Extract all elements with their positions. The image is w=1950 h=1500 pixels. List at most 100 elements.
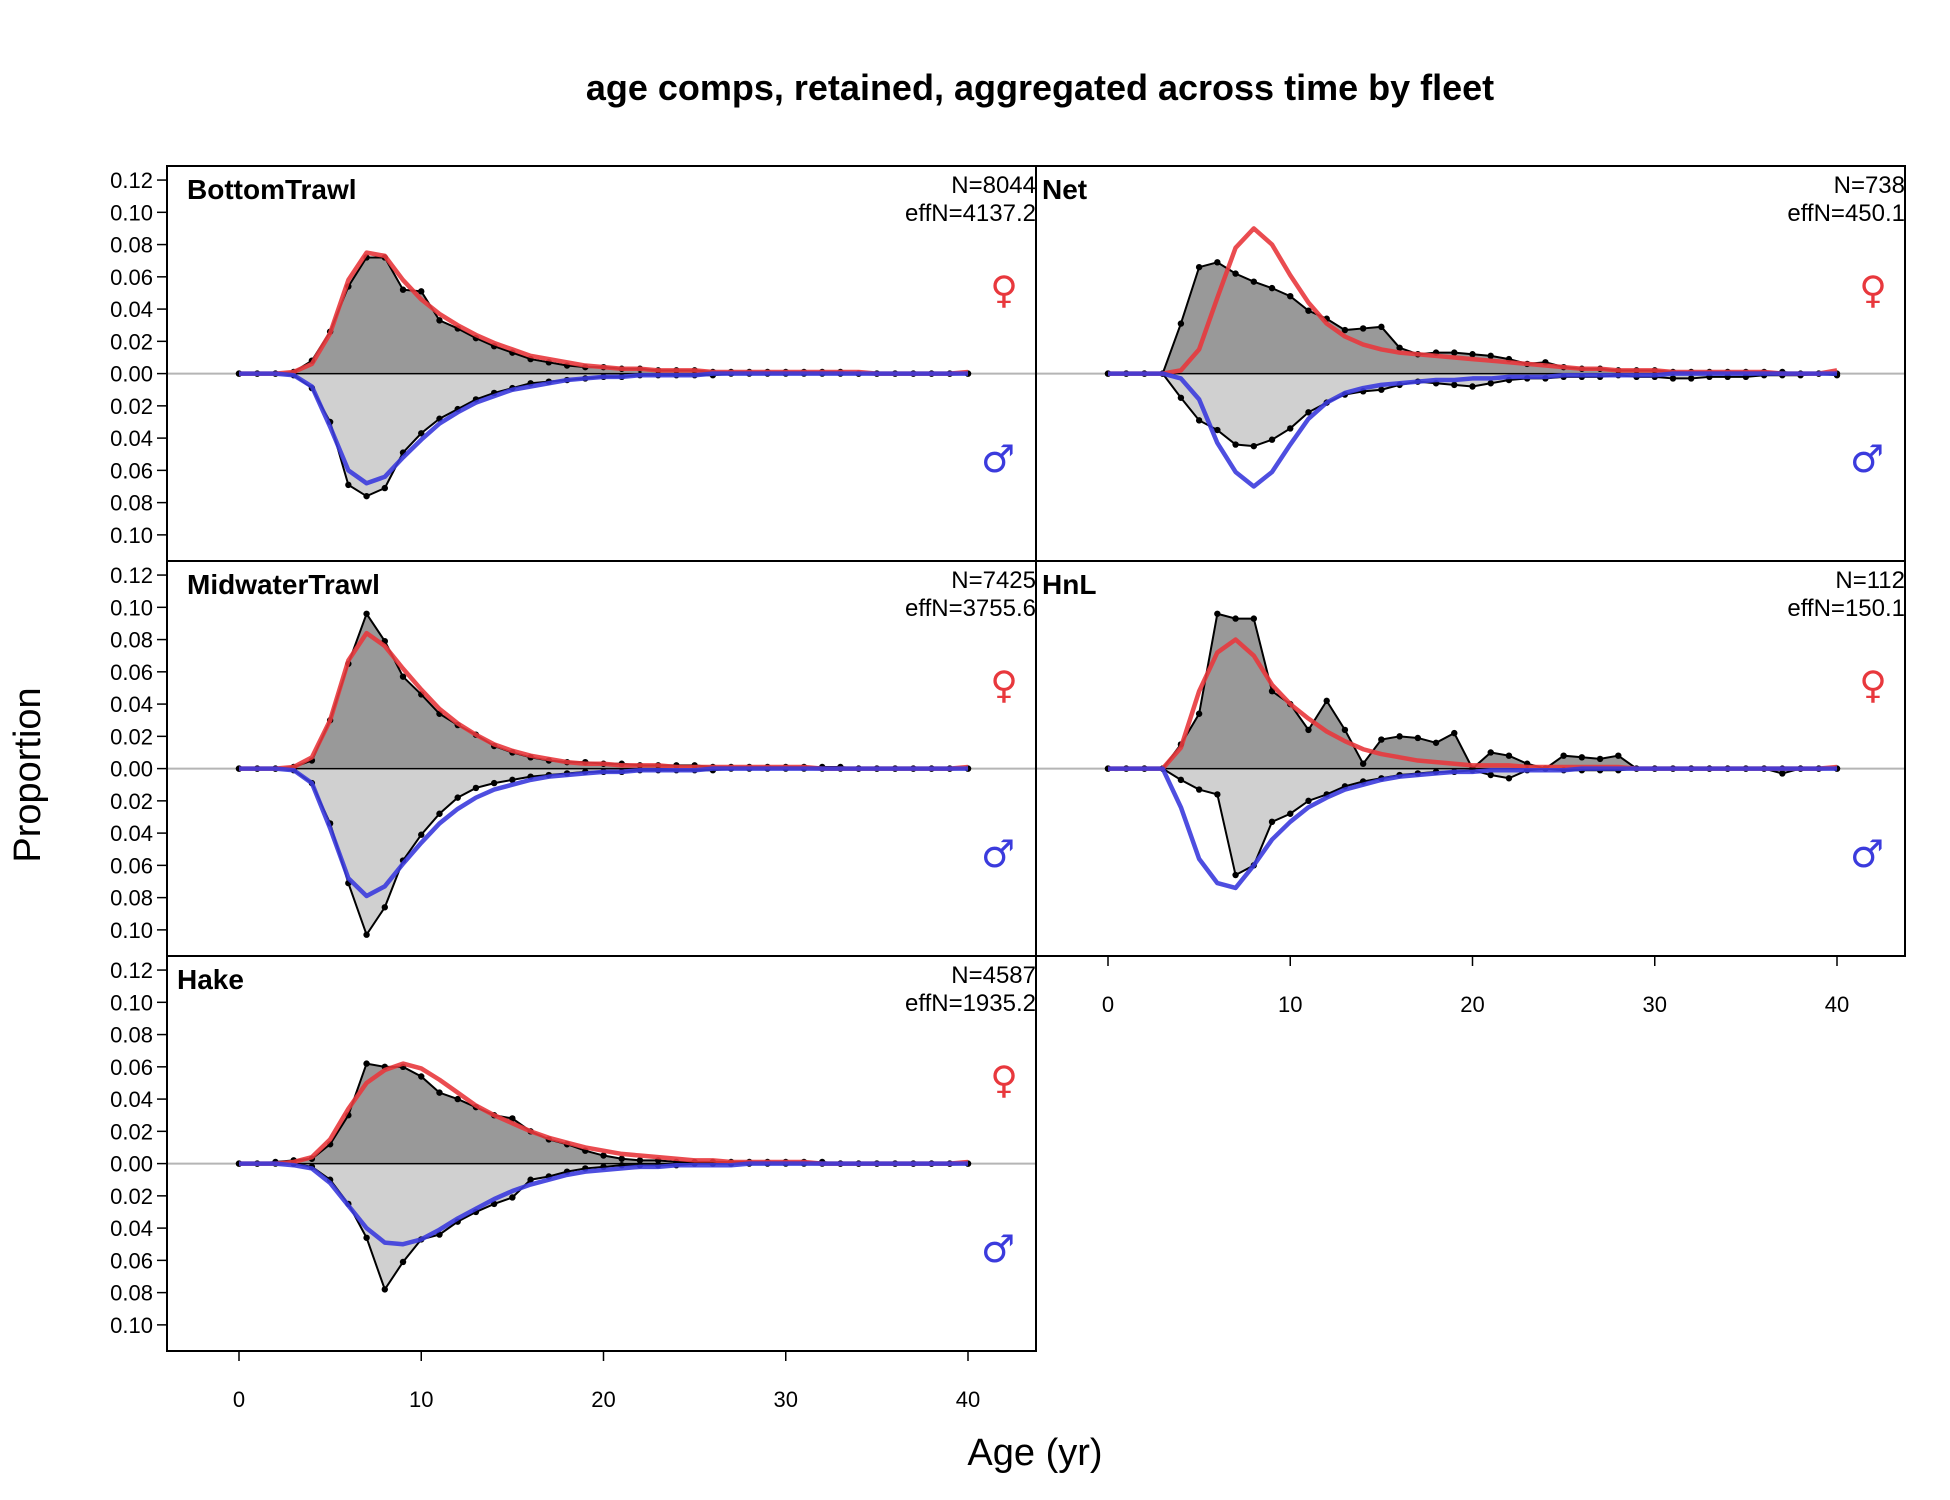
hake-y-tick-label: 0.08: [110, 1023, 153, 1048]
hake-female-observed-point: [454, 1095, 461, 1103]
hnl-x-tick-label: 40: [1825, 992, 1849, 1017]
hnl-male-observed-area: [1108, 768, 1837, 876]
net-female-observed-point: [1469, 351, 1476, 358]
hnl-female-observed-point: [1195, 710, 1203, 717]
bottomtrawl-y-tick-label: 0.06: [110, 458, 153, 483]
male-symbol-icon: ♂: [1850, 437, 1884, 481]
female-symbol-icon: ♀: [1859, 663, 1887, 707]
bottomtrawl-n-label: N=8044: [951, 172, 1036, 199]
midwatertrawl-effn-label: effN=3755.6: [905, 595, 1036, 622]
net-female-observed-area: [1108, 262, 1837, 374]
hnl-male-observed-point: [1214, 791, 1221, 798]
hnl-x-tick-label: 10: [1278, 992, 1302, 1017]
net-female-observed-point: [1268, 284, 1276, 292]
hake-x-tick-label: 10: [409, 1387, 433, 1412]
hake-x-tick-label: 0: [233, 1387, 245, 1412]
hake-male-expected-line: [239, 1161, 968, 1247]
net-male-observed-point: [1232, 441, 1239, 448]
net-female-observed-point: [1195, 263, 1203, 271]
hnl-effn-label: effN=150.1: [1787, 595, 1905, 622]
net-male-observed-point: [1669, 375, 1677, 382]
bottomtrawl-y-tick-label: 0.04: [110, 426, 153, 451]
net-male-observed-point: [1305, 409, 1312, 416]
midwatertrawl-female-observed-point: [399, 673, 407, 680]
midwatertrawl-y-tick-label: 0.02: [110, 724, 153, 749]
bottomtrawl-male-observed-area: [239, 373, 968, 497]
bottomtrawl-y-tick-label: 0.02: [110, 329, 153, 354]
bottomtrawl-female-observed-point: [418, 288, 425, 295]
hake-female-observed-point: [618, 1155, 625, 1162]
hake-female-observed-point: [509, 1115, 516, 1122]
hake-x-tick-label: 20: [591, 1387, 615, 1412]
hake-y-tick-label: 0.02: [110, 1184, 153, 1209]
hnl-female-observed-point: [1432, 739, 1440, 746]
bottomtrawl-male-observed-point: [381, 484, 388, 492]
hake-female-observed-area: [239, 1063, 968, 1164]
hake-x-tick-label: 40: [956, 1387, 980, 1412]
hnl-female-observed-point: [1214, 610, 1221, 617]
midwatertrawl-y-tick-label: 0.06: [110, 660, 153, 685]
panel-bottomtrawl: 0.12 0.10 0.08 0.06 0.04 0.02 0.00 0.02 0.04 0.06…: [110, 165, 1037, 562]
bottomtrawl-y-tick-label: 0.06: [110, 265, 153, 290]
net-male-observed-point: [1268, 436, 1276, 443]
net-female-observed-point: [1359, 325, 1367, 332]
hake-y-tick-label: 0.10: [110, 1313, 153, 1338]
hake-n-label: N=4587: [951, 962, 1036, 989]
panels-group: 0.12 0.10 0.08 0.06 0.04 0.02 0.00 0.02 0.04 0.06…: [110, 165, 1906, 1412]
chart-title: age comps, retained, aggregated across t…: [586, 67, 1494, 108]
net-effn-label: effN=450.1: [1787, 200, 1905, 227]
hnl-male-observed-point: [1305, 797, 1312, 805]
hake-y-tick-label: 0.00: [110, 1152, 153, 1177]
x-axis-title: Age (yr): [967, 1432, 1102, 1474]
bottomtrawl-male-observed-point: [418, 430, 425, 437]
bottomtrawl-y-tick-label: 0.04: [110, 297, 153, 322]
female-symbol-icon: ♀: [990, 1058, 1018, 1102]
hnl-female-observed-point: [1560, 752, 1567, 759]
midwatertrawl-y-tick-label: 0.06: [110, 853, 153, 878]
midwatertrawl-y-tick-label: 0.12: [110, 563, 153, 588]
y-axis-title: Proportion: [7, 687, 49, 862]
midwatertrawl-male-observed-point: [454, 794, 461, 801]
hnl-male-observed-point: [1505, 775, 1513, 782]
midwatertrawl-y-tick-label: 0.00: [110, 757, 153, 782]
hake-male-observed-point: [399, 1258, 407, 1266]
hnl-female-observed-point: [1359, 760, 1367, 767]
net-male-observed-point: [1451, 381, 1458, 389]
hnl-male-observed-point: [1232, 871, 1239, 879]
net-female-observed-point: [1487, 352, 1494, 360]
bottomtrawl-y-tick-label: 0.00: [110, 362, 153, 387]
hake-female-observed-point: [418, 1073, 425, 1080]
bottomtrawl-effn-label: effN=4137.2: [905, 200, 1036, 227]
hake-female-observed-point: [600, 1152, 607, 1159]
hnl-female-observed-point: [1323, 697, 1330, 705]
midwatertrawl-male-observed-point: [509, 776, 516, 784]
hnl-male-observed-point: [1779, 770, 1786, 777]
hake-y-tick-label: 0.06: [110, 1055, 153, 1080]
midwatertrawl-male-observed-point: [436, 810, 443, 817]
male-symbol-icon: ♂: [1850, 832, 1884, 876]
net-male-observed-point: [1487, 380, 1494, 387]
net-male-observed-point: [1250, 442, 1258, 450]
female-symbol-icon: ♀: [990, 663, 1018, 707]
net-female-observed-point: [1396, 344, 1403, 351]
hnl-male-observed-point: [1177, 776, 1185, 784]
midwatertrawl-y-tick-label: 0.02: [110, 789, 153, 814]
male-symbol-icon: ♂: [981, 1227, 1015, 1271]
hnl-female-observed-point: [1414, 734, 1422, 742]
midwatertrawl-male-expected-line: [239, 766, 968, 899]
net-female-observed-point: [1378, 323, 1385, 331]
panel-midwatertrawl: 0.12 0.10 0.08 0.06 0.04 0.02 0.00 0.02 0.04 0.06…: [110, 560, 1037, 957]
hake-panel-frame: [166, 955, 1037, 1352]
bottomtrawl-female-observed-point: [436, 317, 443, 324]
male-symbol-icon: ♂: [981, 832, 1015, 876]
hake-female-observed-point: [436, 1089, 443, 1096]
hake-male-observed-point: [527, 1176, 534, 1183]
female-symbol-icon: ♀: [1859, 268, 1887, 312]
fleet-label-midwatertrawl: MidwaterTrawl: [187, 569, 380, 600]
hake-y-tick-label: 0.10: [110, 990, 153, 1015]
net-male-observed-point: [1469, 383, 1476, 390]
net-male-observed-point: [1287, 425, 1294, 432]
net-male-observed-point: [1195, 417, 1203, 424]
